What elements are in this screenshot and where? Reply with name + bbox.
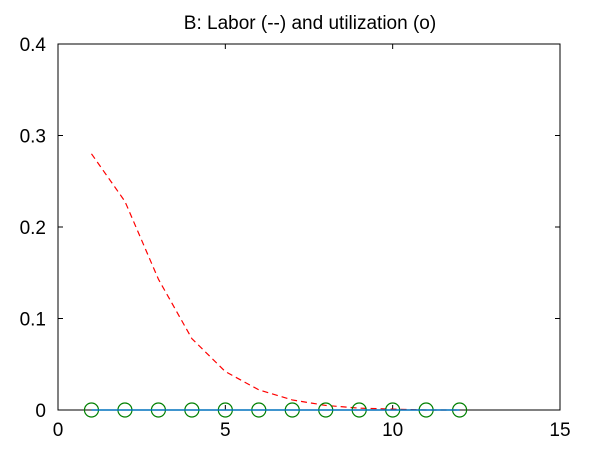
axis-ticks [57,43,561,411]
series-layer [83,153,468,418]
y-tick-label-1: 0.1 [20,310,46,331]
y-tick-labels: 0 0.1 0.2 0.3 0.4 [20,35,47,422]
plot-area [57,43,561,411]
chart-title: B: Labor (--) and utilization (o) [184,13,436,34]
labor-dashed-line [90,153,460,411]
x-tick-label-2: 10 [382,420,403,441]
x-tick-label-3: 15 [549,420,570,441]
y-tick-label-4: 0.4 [20,35,47,56]
y-tick-label-0: 0 [35,401,46,422]
y-tick-label-3: 0.3 [20,127,46,148]
x-tick-label-0: 0 [53,420,64,441]
y-tick-label-2: 0.2 [20,218,46,239]
x-tick-label-1: 5 [220,420,231,441]
x-tick-labels: 0 5 10 15 [53,420,571,441]
